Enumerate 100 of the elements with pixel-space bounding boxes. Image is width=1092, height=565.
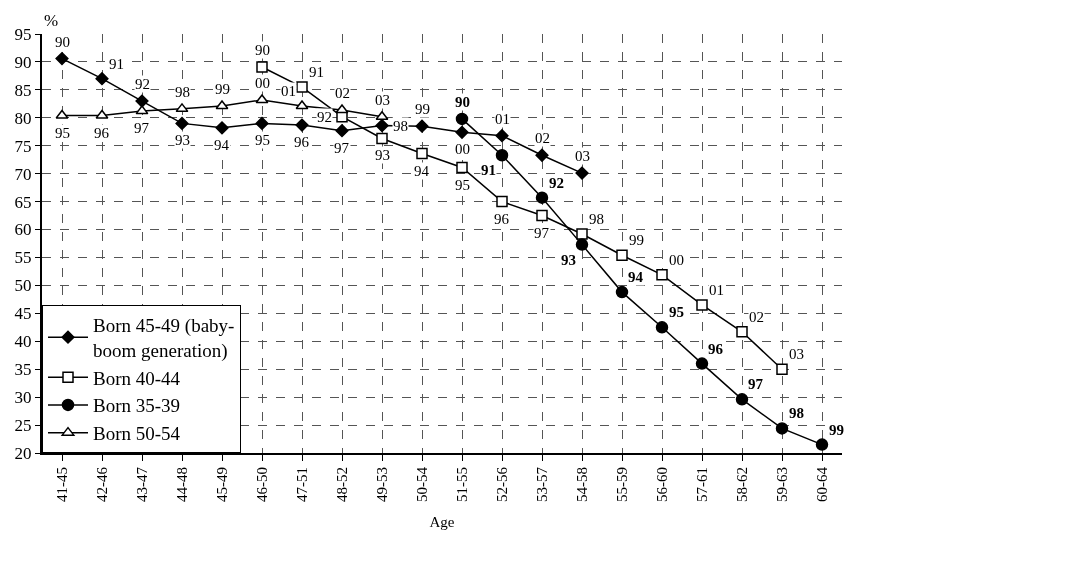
annotation: 03 (789, 346, 804, 362)
annotation: 93 (375, 147, 390, 163)
point (535, 148, 549, 162)
y-tick-label: 30 (14, 388, 32, 408)
point (256, 61, 268, 73)
annotation: 98 (589, 211, 604, 227)
point (575, 238, 589, 251)
point (375, 110, 389, 120)
x-tick-label: 54-58 (573, 467, 590, 502)
annotation: 95 (455, 177, 470, 193)
y-tick-label: 40 (14, 332, 32, 352)
x-tick-label: 55-59 (613, 467, 630, 502)
x-tick-label: 57-61 (693, 467, 710, 502)
x-tick-label: 53-57 (533, 466, 550, 502)
y-tick-label: 80 (14, 108, 32, 128)
point (415, 119, 429, 133)
y-tick-label: 20 (14, 443, 32, 463)
annotation: 96 (494, 211, 510, 227)
y-tick-label: 45 (14, 304, 32, 324)
point (655, 321, 669, 334)
annotation: 02 (335, 85, 350, 101)
point (95, 109, 109, 119)
x-axis-title: Age (429, 513, 455, 530)
annotation: 01 (281, 83, 296, 99)
x-tick-label: 51-55 (453, 467, 470, 502)
point (175, 116, 189, 130)
y-tick-label: 65 (14, 192, 32, 212)
x-tick-label: 58-62 (733, 467, 750, 502)
point (215, 100, 229, 110)
x-tick-label: 60-64 (813, 466, 830, 502)
annotation: 91 (309, 64, 324, 80)
annotation: 00 (455, 141, 470, 157)
x-tick-label: 52-56 (493, 466, 510, 502)
annotation: 96 (294, 134, 310, 150)
point (416, 147, 428, 160)
annotation: 95 (669, 304, 684, 320)
annotation: 97 (748, 376, 764, 392)
annotation: 94 (414, 163, 430, 179)
point (455, 125, 469, 139)
point (616, 249, 628, 261)
point (135, 105, 149, 115)
annotation: 90 (455, 94, 470, 110)
point (535, 191, 549, 204)
point (295, 118, 309, 132)
point (375, 119, 389, 133)
annotation: 93 (561, 252, 576, 268)
annotation: 00 (255, 75, 270, 91)
point (736, 326, 748, 338)
x-tick-label: 56-60 (653, 467, 670, 502)
point (455, 112, 469, 126)
annotation: 99 (629, 232, 644, 248)
annotation: 01 (495, 111, 510, 127)
x-tick-label: 43-47 (133, 466, 150, 502)
x-tick-label: 59-63 (773, 467, 790, 502)
x-tick-label: 48-52 (333, 467, 350, 502)
annotation: 92 (135, 76, 150, 92)
annotation: 00 (669, 252, 684, 268)
point (456, 161, 468, 174)
x-tick-label: 41-45 (53, 467, 70, 502)
annotation: 01 (709, 282, 724, 298)
annotation: 98 (789, 405, 804, 421)
point (656, 269, 668, 281)
y-tick-label: 50 (14, 276, 32, 296)
point (255, 94, 269, 104)
point (95, 72, 109, 86)
point (776, 363, 788, 375)
x-tick-label: 47-51 (293, 467, 310, 502)
point (495, 129, 509, 143)
y-tick-label: 75 (14, 136, 32, 156)
point (536, 209, 548, 222)
point (175, 103, 189, 113)
annotation: 97 (334, 140, 350, 156)
point (495, 148, 509, 162)
annotation: 97 (534, 225, 550, 241)
x-tick-label: 42-46 (93, 466, 110, 502)
annotation: 02 (749, 309, 764, 325)
x-tick-label: 50-54 (413, 466, 430, 502)
point (815, 438, 829, 451)
legend-label: Born 50-54 (93, 423, 181, 445)
x-tick-label: 46-50 (253, 467, 270, 502)
y-tick-label: 85 (14, 80, 32, 100)
annotation: 99 (215, 81, 230, 97)
y-tick-label: 95 (14, 24, 32, 44)
point (575, 166, 589, 180)
y-tick-label: 55 (14, 248, 32, 268)
annotation: 90 (55, 34, 70, 50)
annotation: 91 (109, 56, 124, 72)
annotation: 96 (94, 125, 110, 141)
y-tick-label: 35 (14, 360, 32, 380)
annotation: 91 (481, 162, 496, 178)
annotation: 95 (55, 125, 70, 141)
x-tick-label: 44-48 (173, 467, 190, 502)
point (215, 121, 229, 135)
legend-label: Born 40-44 (93, 367, 181, 389)
point (735, 393, 749, 406)
x-tick-label: 49-53 (373, 467, 390, 502)
point (775, 422, 789, 435)
point (335, 124, 349, 138)
annotation: 99 (829, 422, 844, 438)
point (335, 104, 349, 114)
